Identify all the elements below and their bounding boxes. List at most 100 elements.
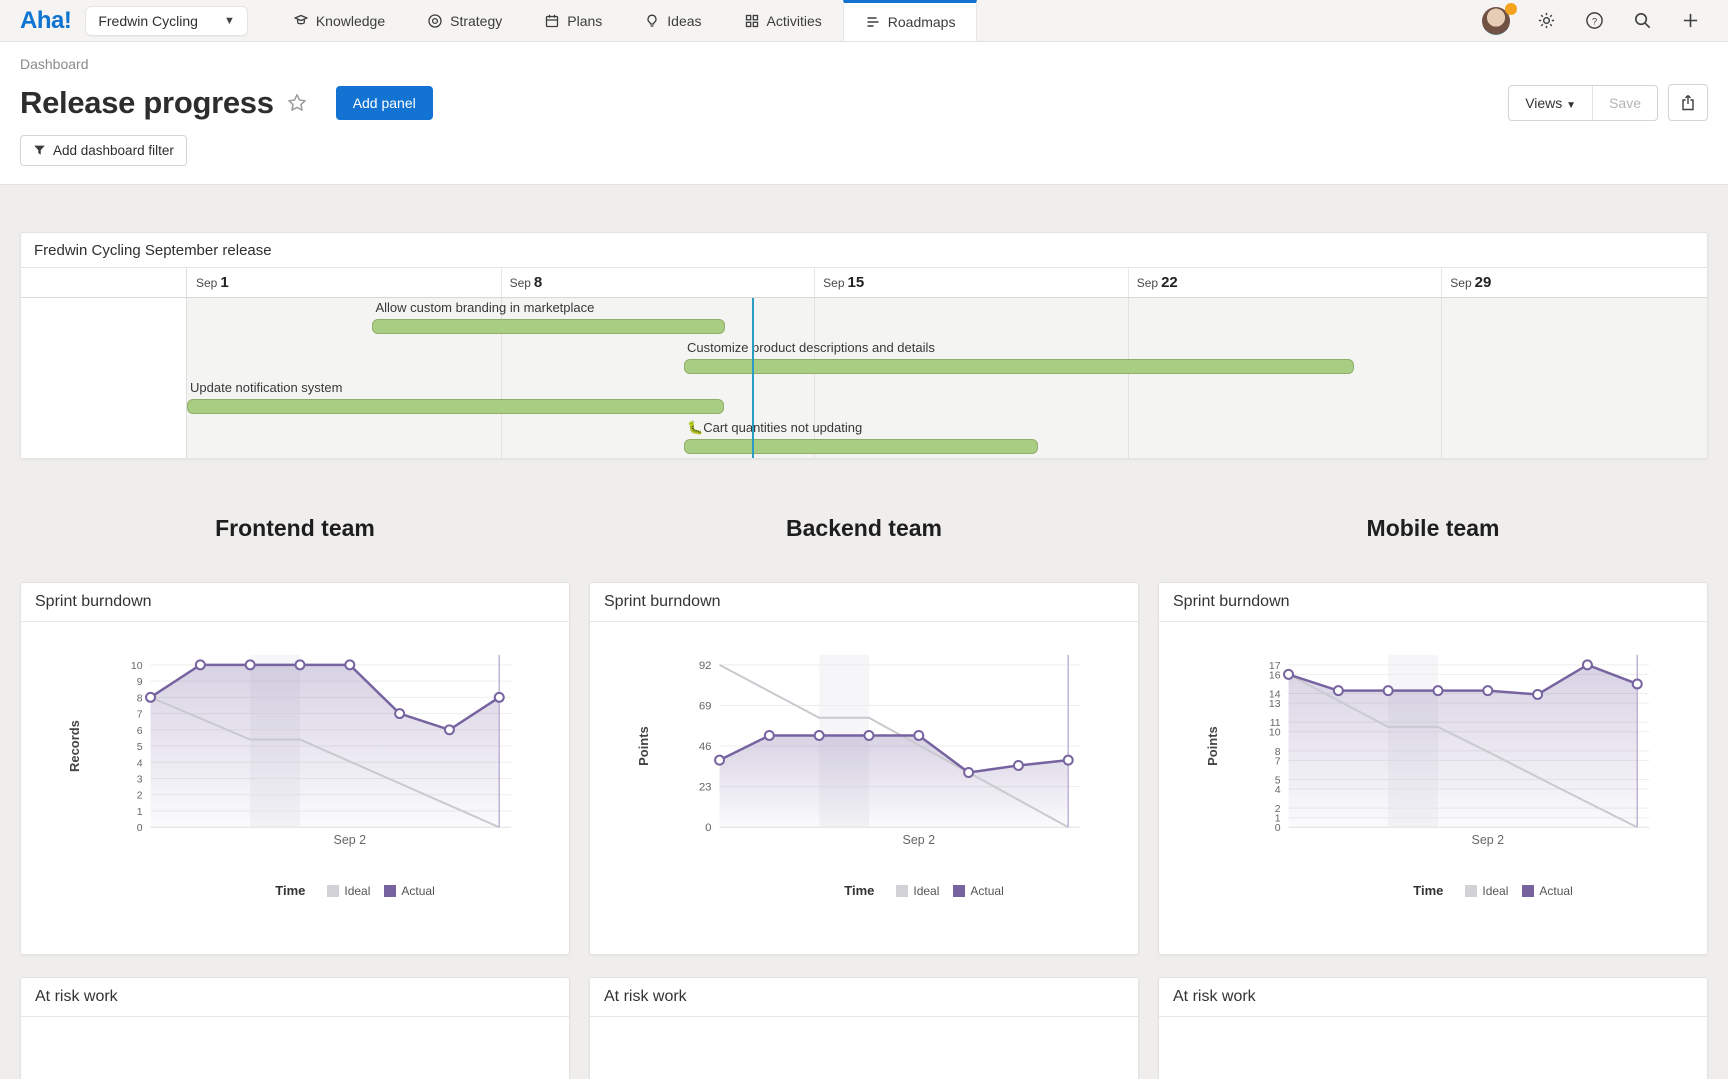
ideal-swatch [896, 884, 909, 897]
breadcrumb[interactable]: Dashboard [20, 56, 89, 72]
roadmaps-icon [865, 14, 881, 30]
save-button[interactable]: Save [1592, 85, 1657, 120]
nav-item-label: Ideas [667, 12, 702, 29]
nav-item-activities[interactable]: Activities [723, 0, 843, 41]
gantt-bar[interactable] [372, 319, 726, 334]
ideal-swatch [327, 884, 340, 897]
at-risk-panel: At risk work [589, 977, 1139, 1079]
add-dashboard-filter-button[interactable]: Add dashboard filter [20, 135, 187, 166]
ideal-line [150, 696, 500, 829]
actual-swatch [384, 884, 397, 897]
y-tick-label: 2 [137, 791, 143, 802]
nav-item-knowledge[interactable]: Knowledge [272, 0, 406, 41]
legend-actual: Actual [384, 883, 435, 898]
nav-item-label: Plans [567, 12, 603, 29]
y-axis-label: Points [636, 726, 651, 766]
data-point [763, 729, 775, 741]
legend-title: Time [844, 883, 875, 899]
settings-gear-icon[interactable] [1534, 9, 1558, 33]
data-point [145, 691, 157, 703]
user-avatar[interactable] [1482, 2, 1517, 35]
data-point [443, 724, 455, 736]
legend-actual-label: Actual [970, 883, 1004, 898]
add-plus-icon[interactable] [1678, 9, 1702, 33]
y-tick-label: 4 [137, 758, 143, 769]
nav-item-plans[interactable]: Plans [523, 0, 623, 41]
legend-ideal-label: Ideal [344, 883, 371, 898]
actual-line [149, 663, 500, 732]
share-button[interactable] [1668, 84, 1708, 121]
team-column: Mobile team Sprint burndown 17 16 14 13 11 10 8 7… [1158, 515, 1708, 1079]
nav-item-ideas[interactable]: Ideas [623, 0, 722, 41]
y-tick-label: 3 [137, 775, 143, 786]
gantt-bar[interactable] [684, 439, 1039, 454]
team-heading: Frontend team [215, 515, 375, 541]
legend-actual-label: Actual [1539, 883, 1573, 898]
y-tick-label: 16 [1269, 670, 1281, 681]
data-point [344, 659, 356, 671]
data-point [1382, 685, 1394, 697]
nav-item-roadmaps[interactable]: Roadmaps [842, 0, 978, 41]
data-point [813, 729, 825, 741]
gantt-row: 🐛Cart quantities not updating [187, 418, 1707, 458]
nav-item-strategy[interactable]: Strategy [406, 0, 523, 41]
nav-right: ? [1482, 0, 1728, 41]
burndown-panel-title: Sprint burndown [590, 583, 1138, 622]
chart-legend: Time Ideal Actual [1159, 883, 1707, 898]
gantt-column-divider [814, 298, 816, 458]
aha-logo[interactable]: Aha! [20, 6, 72, 34]
search-icon[interactable] [1630, 9, 1654, 33]
chevron-down-icon: ▼ [223, 14, 235, 27]
activities-icon [744, 13, 760, 29]
y-tick-label: 2 [1275, 804, 1281, 815]
data-point [1581, 659, 1593, 671]
page-title: Release progress [20, 84, 274, 120]
x-axis-label: Sep 2 [903, 833, 936, 847]
gantt-bar[interactable] [187, 399, 724, 414]
top-navigation: Aha! Fredwin Cycling ▼ Knowledge Strategy… [0, 0, 1728, 42]
views-dropdown-button[interactable]: Views ▼ [1509, 86, 1592, 120]
data-point [913, 729, 925, 741]
y-tick-label: 4 [1275, 785, 1281, 796]
gantt-bar[interactable] [684, 359, 1355, 374]
data-point [963, 767, 975, 779]
data-point [1332, 685, 1344, 697]
gantt-bar-label: 🐛Cart quantities not updating [687, 420, 863, 435]
ideal-line [1288, 673, 1638, 829]
gantt-header: Sep 1 Sep 8 Sep 15 Sep 22 Sep 29 [21, 267, 1707, 297]
caret-down-icon: ▼ [1566, 99, 1577, 111]
legend-ideal-label: Ideal [1482, 883, 1509, 898]
y-tick-label: 13 [1269, 699, 1281, 710]
gantt-bar-label: Update notification system [190, 380, 343, 395]
y-tick-label: 6 [137, 726, 143, 737]
y-tick-label: 10 [131, 661, 143, 672]
nav-item-label: Roadmaps [887, 14, 956, 30]
favorite-star-icon[interactable] [286, 92, 308, 114]
data-point [294, 659, 306, 671]
y-tick-label: 7 [137, 710, 143, 721]
add-panel-button[interactable]: Add panel [335, 85, 433, 120]
knowledge-icon [293, 13, 309, 29]
data-point [1532, 688, 1544, 700]
burndown-panel-title: Sprint burndown [21, 583, 569, 622]
gantt-bar-label: Customize product descriptions and detai… [687, 340, 935, 355]
gantt-corner-cell [21, 268, 187, 297]
nav-item-label: Knowledge [315, 12, 386, 29]
gantt-bar-label: Allow custom branding in marketplace [375, 300, 595, 315]
strategy-icon [427, 13, 443, 29]
actual-line [1288, 663, 1638, 696]
data-point [1012, 759, 1024, 771]
gantt-body: Allow custom branding in marketplace Cust… [21, 297, 1707, 458]
y-tick-label: 9 [137, 677, 143, 688]
actual-swatch [953, 884, 966, 897]
legend-actual-label: Actual [401, 883, 435, 898]
data-point [244, 659, 256, 671]
legend-actual: Actual [1522, 883, 1573, 898]
workspace-selector[interactable]: Fredwin Cycling ▼ [85, 5, 248, 36]
actual-swatch [1522, 884, 1535, 897]
gantt-week-label: Sep 15 [823, 274, 865, 291]
help-icon[interactable]: ? [1582, 9, 1606, 33]
gantt-column-divider [500, 268, 502, 297]
